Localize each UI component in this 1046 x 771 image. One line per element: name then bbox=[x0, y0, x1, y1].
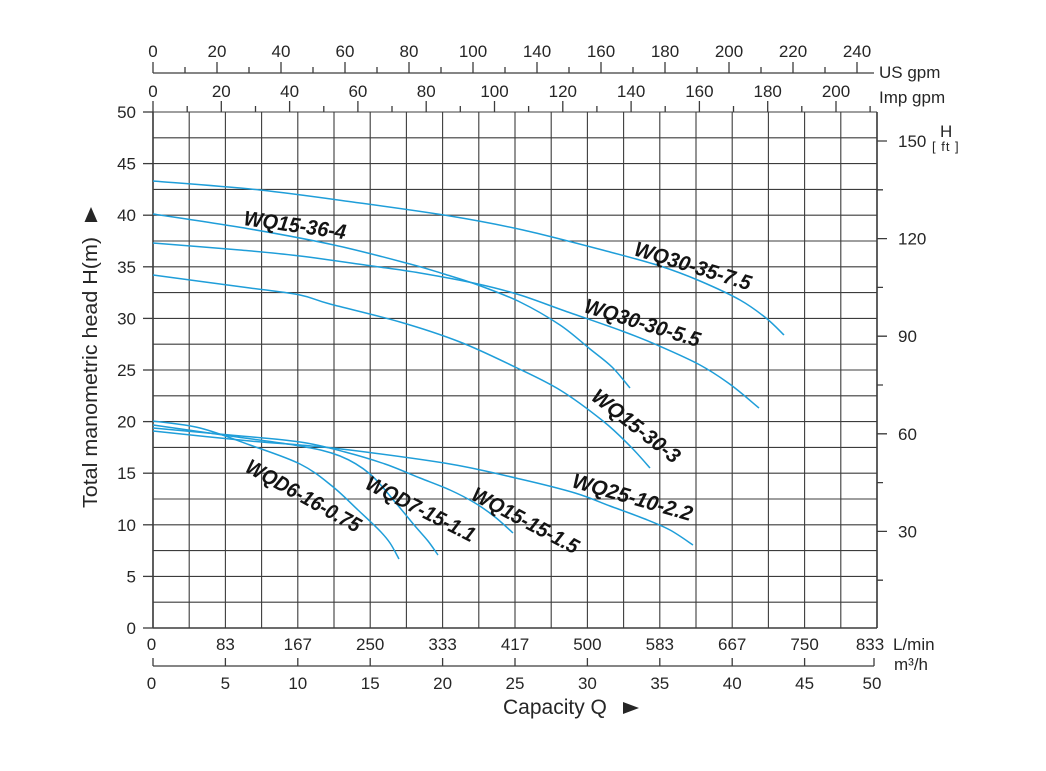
svg-text:0: 0 bbox=[148, 42, 157, 61]
svg-text:10: 10 bbox=[117, 516, 136, 535]
svg-text:140: 140 bbox=[617, 82, 645, 101]
svg-text:220: 220 bbox=[779, 42, 807, 61]
svg-text:200: 200 bbox=[822, 82, 850, 101]
svg-text:25: 25 bbox=[117, 361, 136, 380]
svg-text:35: 35 bbox=[117, 258, 136, 277]
svg-text:[ ft ]: [ ft ] bbox=[932, 139, 960, 154]
svg-text:20: 20 bbox=[208, 42, 227, 61]
svg-text:m³/h: m³/h bbox=[894, 655, 928, 674]
svg-text:30: 30 bbox=[578, 674, 597, 693]
svg-text:20: 20 bbox=[117, 413, 136, 432]
svg-text:50: 50 bbox=[117, 103, 136, 122]
svg-text:0: 0 bbox=[148, 82, 157, 101]
svg-text:60: 60 bbox=[348, 82, 367, 101]
svg-text:0: 0 bbox=[147, 635, 156, 654]
svg-text:60: 60 bbox=[336, 42, 355, 61]
svg-text:200: 200 bbox=[715, 42, 743, 61]
svg-text:250: 250 bbox=[356, 635, 384, 654]
svg-text:H: H bbox=[940, 122, 952, 141]
svg-text:35: 35 bbox=[650, 674, 669, 693]
svg-text:120: 120 bbox=[549, 82, 577, 101]
svg-text:0: 0 bbox=[127, 619, 136, 638]
svg-text:5: 5 bbox=[127, 567, 136, 586]
svg-text:L/min: L/min bbox=[893, 635, 935, 654]
svg-text:583: 583 bbox=[646, 635, 674, 654]
svg-text:833: 833 bbox=[856, 635, 884, 654]
svg-text:US gpm: US gpm bbox=[879, 63, 940, 82]
svg-text:40: 40 bbox=[280, 82, 299, 101]
svg-text:20: 20 bbox=[433, 674, 452, 693]
svg-text:100: 100 bbox=[459, 42, 487, 61]
svg-text:160: 160 bbox=[587, 42, 615, 61]
svg-text:750: 750 bbox=[790, 635, 818, 654]
svg-text:5: 5 bbox=[221, 674, 230, 693]
svg-text:30: 30 bbox=[117, 309, 136, 328]
svg-text:333: 333 bbox=[428, 635, 456, 654]
svg-text:20: 20 bbox=[212, 82, 231, 101]
svg-text:180: 180 bbox=[651, 42, 679, 61]
svg-text:240: 240 bbox=[843, 42, 871, 61]
svg-text:160: 160 bbox=[685, 82, 713, 101]
svg-text:83: 83 bbox=[216, 635, 235, 654]
svg-text:Total manometric head H(m): Total manometric head H(m) bbox=[80, 237, 102, 508]
svg-text:140: 140 bbox=[523, 42, 551, 61]
svg-text:80: 80 bbox=[417, 82, 436, 101]
svg-text:40: 40 bbox=[117, 206, 136, 225]
svg-text:60: 60 bbox=[898, 425, 917, 444]
svg-text:100: 100 bbox=[480, 82, 508, 101]
svg-text:50: 50 bbox=[863, 674, 882, 693]
svg-text:80: 80 bbox=[400, 42, 419, 61]
svg-text:45: 45 bbox=[795, 674, 814, 693]
svg-text:40: 40 bbox=[272, 42, 291, 61]
svg-text:25: 25 bbox=[506, 674, 525, 693]
svg-text:500: 500 bbox=[573, 635, 601, 654]
svg-text:Capacity Q: Capacity Q bbox=[503, 696, 607, 719]
svg-text:Imp gpm: Imp gpm bbox=[879, 88, 945, 107]
svg-text:40: 40 bbox=[723, 674, 742, 693]
svg-text:30: 30 bbox=[898, 522, 917, 541]
svg-text:10: 10 bbox=[288, 674, 307, 693]
svg-text:417: 417 bbox=[501, 635, 529, 654]
svg-text:667: 667 bbox=[718, 635, 746, 654]
svg-text:45: 45 bbox=[117, 155, 136, 174]
svg-text:15: 15 bbox=[361, 674, 380, 693]
svg-text:150: 150 bbox=[898, 132, 926, 151]
svg-text:167: 167 bbox=[284, 635, 312, 654]
svg-text:0: 0 bbox=[147, 674, 156, 693]
svg-text:15: 15 bbox=[117, 464, 136, 483]
svg-text:180: 180 bbox=[754, 82, 782, 101]
svg-text:120: 120 bbox=[898, 230, 926, 249]
svg-text:90: 90 bbox=[898, 327, 917, 346]
